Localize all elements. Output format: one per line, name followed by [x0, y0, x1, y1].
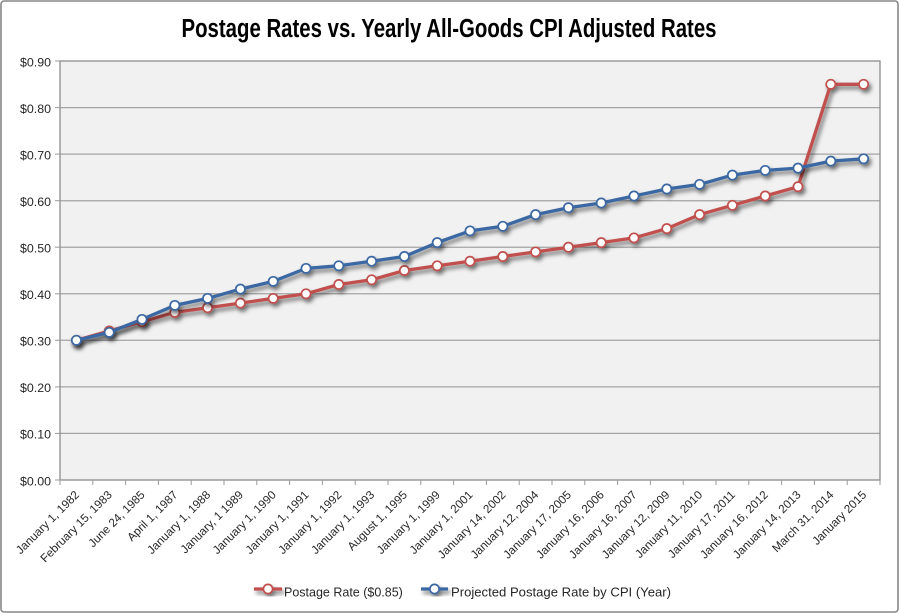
svg-text:$0.60: $0.60 — [20, 195, 51, 209]
svg-text:Postage Rates vs. Yearly All-G: Postage Rates vs. Yearly All-Goods CPI A… — [182, 15, 717, 43]
svg-text:$0.50: $0.50 — [20, 242, 51, 256]
svg-text:$0.30: $0.30 — [20, 335, 51, 349]
svg-text:Postage Rate ($0.85): Postage Rate ($0.85) — [284, 585, 403, 599]
svg-text:$0.20: $0.20 — [20, 381, 51, 395]
svg-text:$0.10: $0.10 — [20, 428, 51, 442]
svg-text:Projected Postage Rate by CPI: Projected Postage Rate by CPI (Year) — [451, 585, 671, 599]
svg-text:$0.00: $0.00 — [20, 474, 51, 488]
svg-text:$0.80: $0.80 — [20, 102, 51, 116]
svg-text:$0.40: $0.40 — [20, 288, 51, 302]
svg-text:$0.70: $0.70 — [20, 148, 51, 162]
svg-text:$0.90: $0.90 — [20, 55, 51, 69]
